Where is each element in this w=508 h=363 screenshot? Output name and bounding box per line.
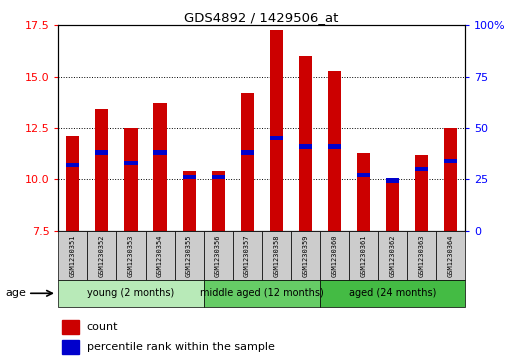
Bar [58, 280, 204, 307]
Bar [67, 136, 79, 231]
Bar [153, 150, 167, 155]
Bar [378, 231, 407, 280]
Bar [116, 231, 145, 280]
Text: GSM1230358: GSM1230358 [273, 234, 279, 277]
Text: GSM1230360: GSM1230360 [331, 234, 337, 277]
Bar [182, 171, 196, 231]
Bar [58, 231, 87, 280]
Bar [241, 150, 253, 155]
Bar [415, 155, 428, 231]
Text: young (2 months): young (2 months) [87, 288, 175, 298]
Bar [233, 231, 262, 280]
Text: GSM1230355: GSM1230355 [186, 234, 192, 277]
Bar [299, 144, 312, 149]
Bar [62, 340, 79, 354]
Bar [444, 159, 457, 163]
Bar [204, 231, 233, 280]
Text: GSM1230361: GSM1230361 [360, 234, 366, 277]
Text: GSM1230359: GSM1230359 [302, 234, 308, 277]
Bar [124, 160, 138, 165]
Bar [211, 171, 225, 231]
Bar [182, 175, 196, 179]
Bar [270, 136, 282, 140]
Bar [270, 29, 282, 231]
Bar [124, 128, 138, 231]
Text: GSM1230352: GSM1230352 [99, 234, 105, 277]
Text: GSM1230353: GSM1230353 [128, 234, 134, 277]
Bar [386, 178, 399, 183]
Bar [262, 231, 291, 280]
Text: GSM1230364: GSM1230364 [448, 234, 453, 277]
Bar [386, 182, 399, 231]
Text: GSM1230363: GSM1230363 [418, 234, 424, 277]
Bar [241, 93, 253, 231]
Text: middle aged (12 months): middle aged (12 months) [200, 288, 324, 298]
Bar [62, 320, 79, 334]
Bar [145, 231, 175, 280]
Bar [328, 70, 341, 231]
Bar [299, 56, 312, 231]
Text: GSM1230354: GSM1230354 [157, 234, 163, 277]
Bar [407, 231, 436, 280]
Text: GSM1230356: GSM1230356 [215, 234, 221, 277]
Text: percentile rank within the sample: percentile rank within the sample [87, 342, 275, 352]
Title: GDS4892 / 1429506_at: GDS4892 / 1429506_at [184, 11, 339, 24]
Text: GSM1230362: GSM1230362 [389, 234, 395, 277]
Bar [357, 173, 370, 178]
Bar [67, 163, 79, 167]
Bar [328, 144, 341, 149]
Bar [87, 231, 116, 280]
Text: age: age [5, 288, 26, 298]
Text: count: count [87, 322, 118, 332]
Bar [96, 150, 109, 155]
Text: aged (24 months): aged (24 months) [348, 288, 436, 298]
Bar [415, 167, 428, 171]
Text: GSM1230351: GSM1230351 [70, 234, 76, 277]
Bar [96, 110, 109, 231]
Bar [175, 231, 204, 280]
Bar [153, 103, 167, 231]
Bar [211, 175, 225, 179]
Bar [357, 152, 370, 231]
Bar [320, 280, 465, 307]
Bar [444, 128, 457, 231]
Bar [320, 231, 348, 280]
Text: GSM1230357: GSM1230357 [244, 234, 250, 277]
Bar [291, 231, 320, 280]
Bar [348, 231, 378, 280]
Bar [436, 231, 465, 280]
Bar [204, 280, 320, 307]
